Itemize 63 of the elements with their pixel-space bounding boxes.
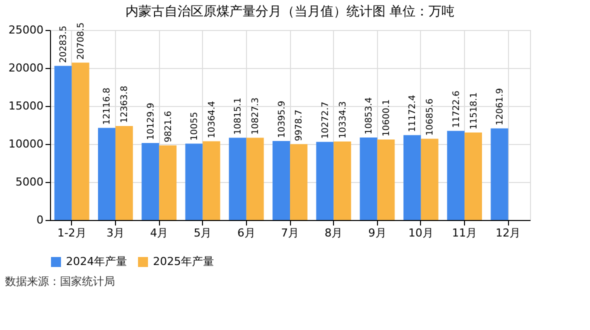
- y-tick-label: 15000: [8, 100, 44, 112]
- bar: [142, 143, 160, 220]
- x-tick-label: 12月: [496, 226, 521, 240]
- x-tick-label: 10月: [408, 226, 434, 240]
- chart-title: 内蒙古自治区原煤产量分月（当月值）统计图 单位：万吨: [125, 4, 455, 20]
- bar: [115, 126, 133, 220]
- data-label: 10685.6: [426, 98, 436, 136]
- bar: [290, 144, 308, 220]
- bar: [272, 140, 290, 220]
- data-label: 10853.4: [364, 97, 375, 135]
- x-tick-label: 11月: [452, 226, 478, 240]
- data-label: 10395.9: [277, 100, 288, 138]
- data-label: 10600.1: [382, 99, 392, 136]
- bar: [185, 144, 203, 220]
- legend-label: 2024年产量: [66, 255, 127, 268]
- bar: [447, 130, 465, 220]
- data-label: 11722.6: [452, 90, 462, 128]
- y-tick-label: 25000: [8, 24, 44, 36]
- data-label: 10129.9: [146, 102, 156, 140]
- bar: [490, 128, 508, 220]
- bar: [246, 138, 264, 220]
- y-tick-label: 0: [36, 214, 44, 226]
- bar: [420, 138, 438, 220]
- bar: [377, 139, 395, 220]
- source-note: 数据来源：国家统计局: [5, 275, 115, 288]
- data-label: 9978.7: [294, 110, 305, 142]
- bar: [228, 138, 246, 220]
- data-label: 10364.4: [207, 100, 218, 138]
- x-tick-label: 4月: [150, 226, 168, 240]
- data-label: 10334.3: [338, 101, 348, 138]
- y-tick-label: 20000: [8, 62, 44, 74]
- bar: [316, 142, 334, 220]
- data-label: 12061.9: [495, 88, 506, 126]
- bar: [334, 141, 352, 220]
- data-label: 11518.1: [469, 92, 480, 130]
- x-tick-label: 7月: [281, 226, 299, 240]
- bar: [54, 66, 72, 220]
- data-label: 9821.6: [164, 110, 174, 142]
- data-label: 12116.8: [102, 87, 113, 125]
- bar: [464, 132, 482, 220]
- data-label: 11172.4: [408, 94, 418, 132]
- y-tick-label: 5000: [16, 176, 44, 188]
- x-tick-label: 6月: [237, 226, 256, 240]
- x-tick-label: 8月: [324, 226, 343, 240]
- bar: [360, 138, 378, 220]
- x-tick-label: 9月: [368, 226, 386, 240]
- data-label: 10272.7: [320, 102, 331, 139]
- x-tick-label: 3月: [106, 226, 124, 240]
- x-tick-label: 1-2月: [57, 226, 86, 240]
- data-label: 20708.5: [76, 22, 87, 60]
- bar: [202, 141, 220, 220]
- bar: [72, 62, 90, 220]
- data-label: 10815.1: [234, 98, 244, 135]
- data-label: 10827.3: [251, 97, 262, 135]
- y-tick-label: 10000: [8, 138, 44, 150]
- bar: [159, 145, 177, 220]
- bar: [403, 135, 421, 220]
- legend-label: 2025年产量: [153, 255, 214, 268]
- data-label: 12363.8: [120, 86, 130, 124]
- bar: [98, 128, 116, 220]
- x-tick-label: 5月: [194, 226, 212, 240]
- data-label: 20283.5: [59, 26, 70, 63]
- data-label: 10055: [190, 112, 200, 141]
